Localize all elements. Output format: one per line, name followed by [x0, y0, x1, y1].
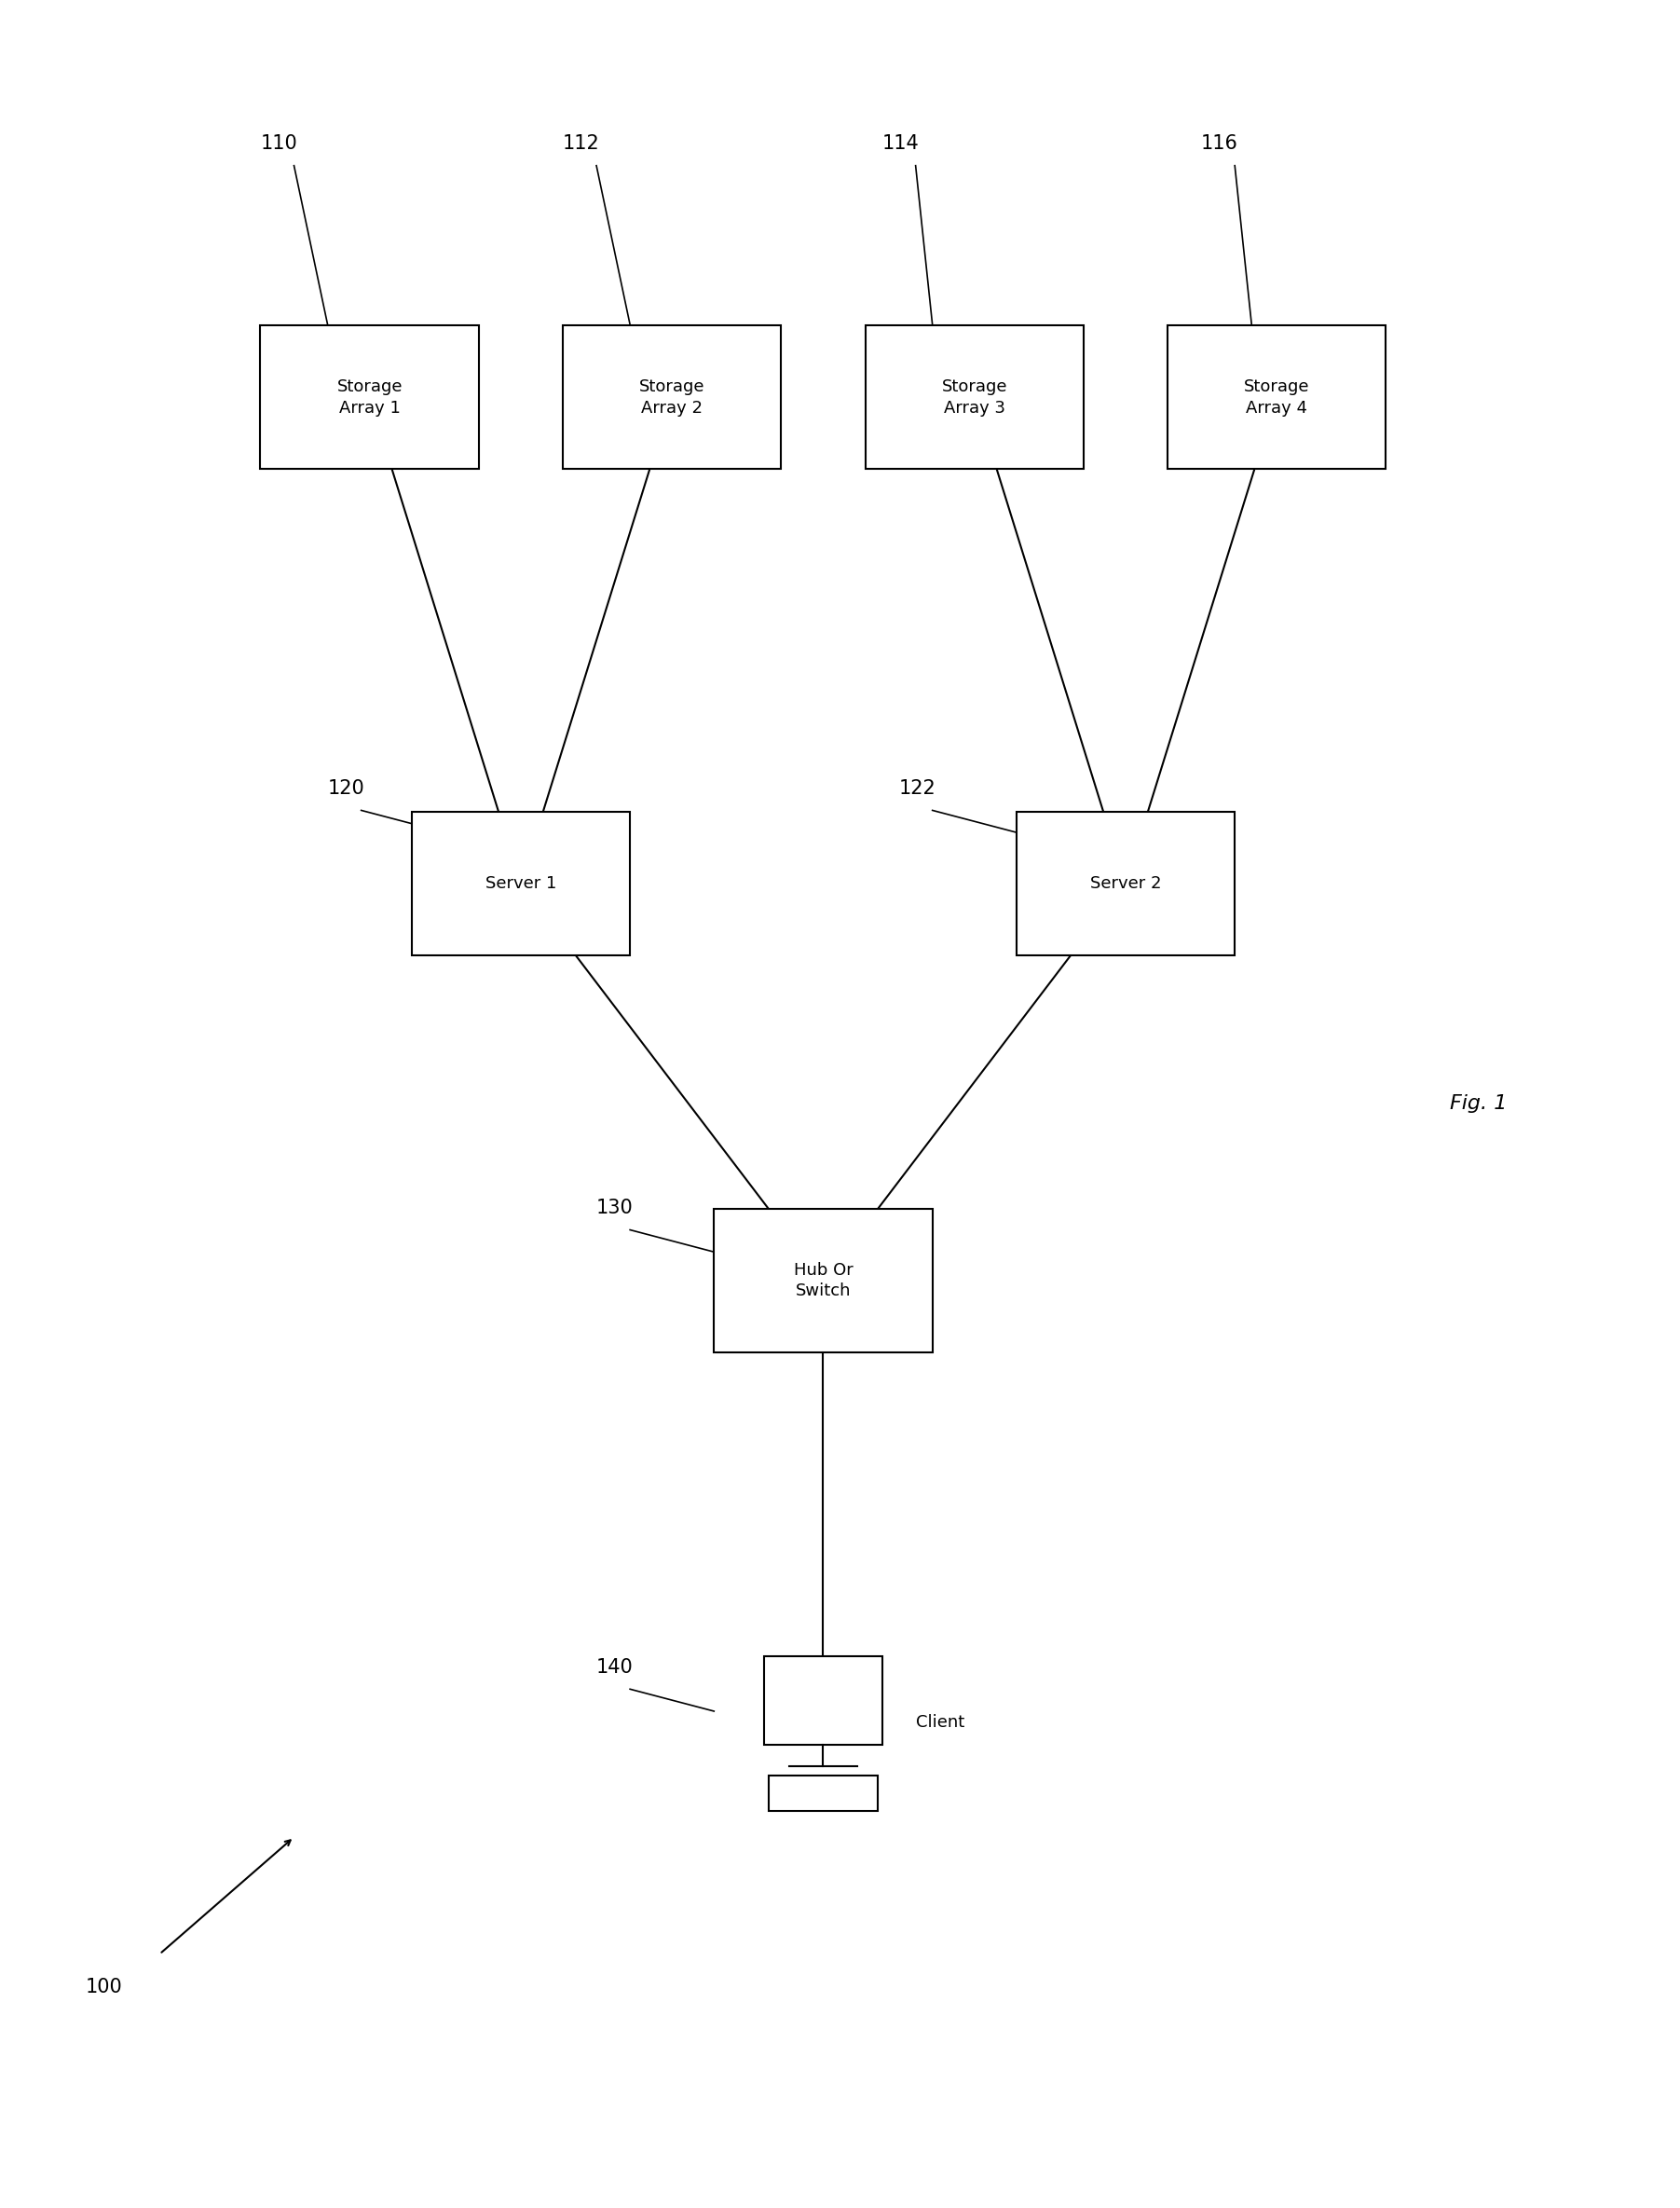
Bar	[865, 327, 1084, 470]
Text: 100: 100	[86, 1978, 123, 1996]
Bar	[773, 1667, 874, 1733]
Text: 116: 116	[1201, 135, 1238, 152]
Text: Storage
Array 4: Storage Array 4	[1243, 380, 1310, 415]
Bar	[260, 327, 479, 470]
Text: Hub Or
Switch: Hub Or Switch	[793, 1263, 853, 1298]
Text: Server 2: Server 2	[1090, 874, 1161, 892]
Text: Client: Client	[916, 1713, 964, 1731]
Bar	[1168, 327, 1386, 470]
Text: Storage
Array 2: Storage Array 2	[638, 380, 706, 415]
Bar	[769, 1775, 877, 1811]
Text: 122: 122	[899, 779, 936, 797]
Bar	[412, 810, 630, 954]
Text: 130: 130	[596, 1199, 633, 1217]
Text: Storage
Array 3: Storage Array 3	[941, 380, 1008, 415]
Bar	[563, 327, 781, 470]
Text: Storage
Array 1: Storage Array 1	[336, 380, 403, 415]
Text: 114: 114	[882, 135, 919, 152]
Bar	[714, 1210, 932, 1351]
Text: Fig. 1: Fig. 1	[1450, 1095, 1507, 1113]
Text: 112: 112	[563, 135, 600, 152]
Text: 120: 120	[328, 779, 365, 797]
Text: 110: 110	[260, 135, 297, 152]
Text: 140: 140	[596, 1658, 633, 1676]
Bar	[1016, 810, 1235, 954]
Text: Server 1: Server 1	[486, 874, 556, 892]
Bar	[764, 1656, 882, 1744]
